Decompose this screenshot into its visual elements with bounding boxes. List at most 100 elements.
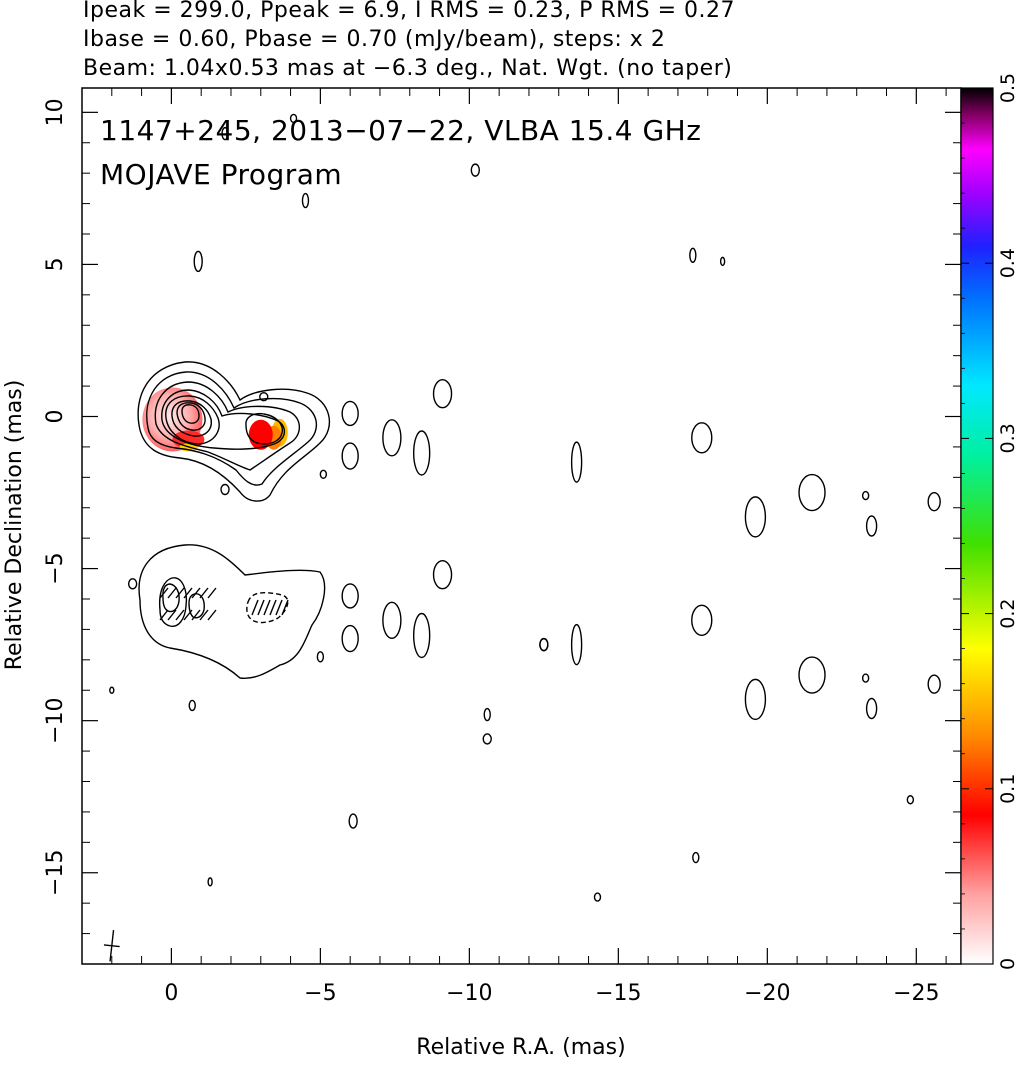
core-contour — [146, 371, 318, 486]
x-tick-label: 0 — [164, 981, 178, 1006]
polarization-isolated-contour — [861, 673, 870, 683]
isolated-contour — [865, 515, 878, 537]
isolated-contour — [482, 733, 492, 745]
polarization-isolated-contour — [798, 656, 826, 694]
core-contour — [245, 412, 283, 445]
polarization-vector — [207, 609, 217, 621]
isolated-contour — [470, 163, 481, 177]
polarization-vector — [191, 609, 201, 621]
polarization-vector — [251, 599, 259, 616]
axis-tick-labels: 0 −5 −10 −15 −20 −25 10 5 0 −5 −10 −15 — [43, 98, 940, 1006]
isolated-contour — [188, 699, 196, 712]
colorbar — [960, 87, 994, 965]
core-contour — [137, 361, 330, 502]
polarization-vector — [183, 587, 193, 599]
isolated-contour — [692, 851, 700, 864]
polarization-isolated-contour — [382, 601, 402, 639]
core-contour — [181, 404, 200, 424]
isolated-contour — [483, 707, 491, 722]
y-tick-label: 10 — [43, 98, 68, 126]
y-tick-label: −15 — [43, 850, 68, 896]
colorbar-tick-label: 0.1 — [997, 774, 1019, 804]
polarization-vector — [175, 587, 185, 599]
isolated-contour — [259, 392, 269, 402]
polarization-isolated-contour — [341, 583, 359, 609]
polarization-vectors — [159, 587, 289, 621]
isolated-contour — [570, 441, 583, 483]
x-axis-label: Relative R.A. (mas) — [416, 1035, 625, 1060]
polarization-isolated-contour — [744, 678, 767, 721]
contour-layer — [109, 113, 941, 902]
x-tick-label: −5 — [304, 981, 336, 1006]
isolated-contour — [289, 113, 298, 124]
isolated-contour — [927, 491, 941, 512]
polarization-isolated-contour — [691, 604, 713, 636]
isolated-contour — [341, 400, 359, 427]
polarization-vector — [167, 587, 177, 599]
polarization-vector — [257, 599, 265, 616]
polarization-contour — [138, 544, 326, 680]
polarization-vector — [175, 609, 185, 621]
chart-subtitle: MOJAVE Program — [100, 158, 342, 191]
polarization-vector — [159, 609, 169, 621]
isolated-contour — [348, 813, 358, 829]
x-tick-label: −15 — [595, 981, 641, 1006]
colorbar-tick-label: 0 — [997, 958, 1019, 970]
polarization-vector — [159, 587, 169, 599]
beam-marker — [103, 929, 120, 962]
polarization-vector — [207, 587, 217, 599]
x-tick-label: −10 — [446, 981, 492, 1006]
x-tick-label: −25 — [893, 981, 939, 1006]
colorbar-ticks: 0 0.1 0.2 0.3 0.4 0.5 — [961, 73, 1019, 970]
polarization-contour — [188, 593, 205, 619]
axis-ticks — [82, 88, 961, 964]
chart-title: 1147+245, 2013−07−22, VLBA 15.4 GHz — [100, 114, 701, 147]
isolated-contour — [689, 247, 697, 263]
isolated-contour — [412, 430, 431, 476]
isolated-contour — [316, 651, 325, 663]
header-line-2: Ibase = 0.60, Pbase = 0.70 (mJy/beam), s… — [83, 27, 665, 52]
plot-frame — [81, 87, 962, 965]
polarization-vector — [183, 609, 193, 621]
y-tick-label: 0 — [43, 410, 68, 424]
polarization-isolated-contour — [412, 612, 431, 659]
isolated-contour — [593, 892, 602, 902]
y-tick-label: −10 — [43, 697, 68, 743]
polarization-isolated-contour — [539, 637, 549, 652]
x-tick-label: −20 — [744, 981, 790, 1006]
core-contour — [171, 400, 212, 437]
polarization-isolated-contour — [865, 697, 878, 720]
colorbar-tick-label: 0.4 — [997, 248, 1019, 278]
isolated-contour — [861, 490, 870, 501]
colorbar-tick-label: 0.2 — [997, 598, 1019, 628]
y-tick-label: 5 — [43, 257, 68, 271]
header-line-3: Beam: 1.04x0.53 mas at −6.3 deg., Nat. W… — [83, 56, 732, 81]
header-line-1: Ipeak = 299.0, Ppeak = 6.9, I RMS = 0.23… — [83, 0, 735, 23]
polarization-isolated-contour — [341, 624, 359, 653]
polarization-isolated-contour — [927, 674, 941, 694]
color-fill-layer — [142, 387, 288, 452]
isolated-contour — [319, 469, 328, 479]
polarization-vector — [281, 599, 289, 616]
beam-minor-axis — [103, 944, 120, 948]
polarization-negative-contour — [246, 592, 289, 624]
polarization-vector — [167, 609, 177, 621]
core-contour — [176, 402, 206, 431]
polarization-vector — [191, 587, 201, 599]
isolated-contour — [341, 442, 359, 470]
polarization-vector — [275, 599, 283, 616]
isolated-contour — [207, 877, 213, 887]
isolated-contour — [109, 686, 115, 694]
isolated-contour — [798, 473, 826, 512]
y-tick-label: −5 — [43, 552, 68, 584]
isolated-contour — [432, 378, 453, 409]
core-contour — [165, 395, 220, 445]
isolated-contour — [382, 419, 402, 457]
polarization-vector — [199, 587, 209, 599]
polarization-vector — [263, 599, 271, 616]
y-axis-label: Relative Declination (mas) — [2, 380, 27, 671]
polarization-vector — [269, 599, 277, 616]
isolated-contour — [301, 192, 310, 209]
